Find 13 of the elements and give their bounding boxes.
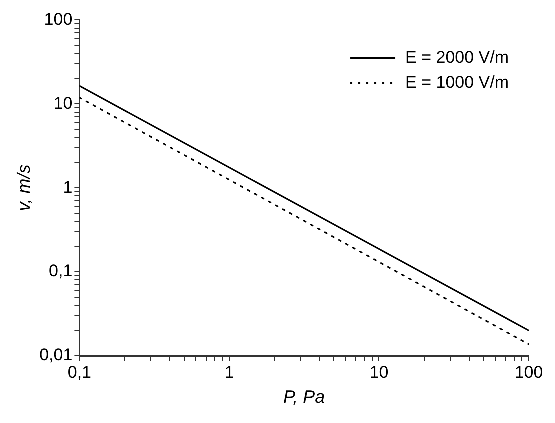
x-axis-title: P, Pa	[283, 387, 326, 408]
y-axis-title: v, m/s	[14, 164, 34, 212]
x-tick-label: 1	[224, 362, 234, 382]
legend-label: E = 1000 V/m	[406, 72, 510, 92]
y-tick-label: 100	[44, 10, 73, 29]
y-tick-label: 0,1	[49, 262, 73, 281]
y-tick-label: 0,01	[40, 346, 73, 365]
legend-label: E = 2000 V/m	[406, 48, 510, 67]
y-tick-label: 10	[54, 94, 73, 113]
y-tick-label: 1	[63, 178, 73, 197]
x-tick-label: 10	[370, 362, 389, 382]
x-tick-label: 100	[514, 362, 544, 382]
x-tick-label: 0,1	[68, 362, 92, 382]
